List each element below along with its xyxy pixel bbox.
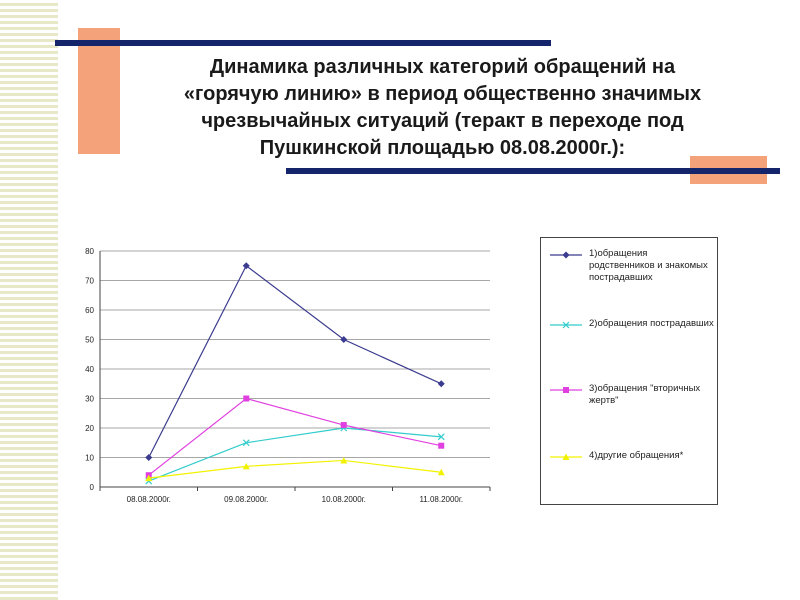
- legend-label: 1)обращения родственников и знакомых пос…: [589, 248, 708, 283]
- navy-rule-bottom: [286, 168, 780, 174]
- legend-label: 4)другие обращения*: [589, 450, 684, 461]
- title-line: «горячую линию» в период общественно зна…: [183, 83, 702, 105]
- y-tick-label: 10: [85, 454, 94, 463]
- x-tick-label: 08.08.2000г.: [127, 495, 171, 504]
- data-point-diamond: [242, 262, 250, 270]
- legend-label: 2)обращения пострадавших: [589, 318, 714, 329]
- y-tick-label: 0: [90, 483, 95, 492]
- data-point-triangle: [242, 462, 250, 470]
- striped-side-decoration: [0, 0, 58, 600]
- x-tick-label: 10.08.2000г.: [322, 495, 366, 504]
- series-line-3: [148, 397, 442, 476]
- data-point-diamond: [145, 454, 153, 461]
- data-point-x: [242, 439, 250, 447]
- data-point-square: [563, 387, 569, 393]
- data-point-triangle: [437, 468, 445, 476]
- data-point-square: [340, 422, 347, 429]
- data-point-x: [437, 433, 445, 441]
- legend-swatch: [550, 453, 582, 460]
- legend-swatch: [550, 321, 582, 329]
- series-line-4: [148, 459, 442, 479]
- y-tick-label: 50: [85, 336, 94, 345]
- data-point-x: [562, 321, 570, 329]
- data-point-triangle: [340, 456, 348, 464]
- series-line-1: [148, 264, 442, 458]
- legend-swatch: [550, 251, 582, 259]
- data-point-diamond: [340, 336, 348, 343]
- data-point-triangle: [145, 474, 153, 482]
- orange-accent-block-left: [78, 28, 120, 154]
- y-tick-label: 70: [85, 277, 94, 286]
- data-point-triangle: [562, 453, 570, 460]
- y-tick-label: 40: [85, 365, 94, 374]
- y-tick-label: 20: [85, 424, 94, 433]
- line-chart: 0 10 20 30 40 50 60 70 80 08.08.2000г. 09.08.2000г…: [85, 247, 491, 504]
- legend-label: 3)обращения "вторичных жертв": [589, 383, 701, 406]
- data-point-square: [243, 395, 250, 402]
- series-line-2: [148, 427, 442, 482]
- slide-title: Динамика различных категорий обращений н…: [120, 54, 765, 162]
- chart-legend: 1)обращения родственников и знакомых пос…: [540, 237, 718, 505]
- x-tick-label: 11.08.2000г.: [419, 495, 463, 504]
- data-point-diamond: [437, 380, 445, 388]
- navy-rule-top: [55, 40, 551, 46]
- title-line: Пушкинской площадью 08.08.2000г.):: [259, 137, 626, 159]
- title-line: Динамика различных категорий обращений н…: [209, 56, 676, 78]
- x-tick-label: 09.08.2000г.: [224, 495, 268, 504]
- y-tick-label: 60: [85, 306, 94, 315]
- y-tick-label: 80: [85, 247, 94, 256]
- data-point-diamond: [562, 251, 570, 259]
- title-line: чрезвычайных ситуаций (теракт в переходе…: [201, 110, 684, 132]
- y-tick-label: 30: [85, 395, 94, 404]
- data-point-square: [438, 442, 445, 449]
- legend-swatch: [550, 387, 582, 393]
